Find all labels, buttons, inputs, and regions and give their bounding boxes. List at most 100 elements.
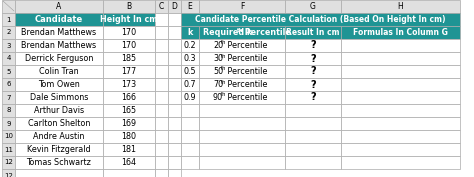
- Text: 50: 50: [213, 67, 223, 76]
- Bar: [155, 143, 168, 156]
- Bar: [168, 78, 181, 91]
- Text: Formulas In Column G: Formulas In Column G: [353, 28, 448, 37]
- Bar: [103, 91, 155, 104]
- Text: 180: 180: [121, 132, 137, 141]
- Bar: [341, 26, 460, 39]
- Text: th: th: [220, 79, 226, 84]
- Text: 90: 90: [213, 93, 223, 102]
- Bar: [103, 169, 155, 177]
- Bar: [199, 78, 285, 91]
- Bar: [15, 65, 103, 78]
- Text: F: F: [240, 2, 244, 11]
- Bar: [341, 117, 460, 130]
- Text: th: th: [220, 93, 226, 98]
- Bar: [181, 52, 199, 65]
- Text: 6: 6: [6, 81, 11, 87]
- Text: Percentile: Percentile: [225, 41, 267, 50]
- Bar: [103, 78, 155, 91]
- Bar: [155, 13, 168, 26]
- Bar: [15, 0, 103, 13]
- Bar: [103, 52, 155, 65]
- Bar: [285, 156, 341, 169]
- Bar: [199, 91, 285, 104]
- Bar: [168, 13, 181, 26]
- Text: C: C: [159, 2, 164, 11]
- Text: Required k: Required k: [203, 28, 252, 37]
- Bar: [2, 13, 15, 26]
- Text: E: E: [188, 2, 192, 11]
- Bar: [168, 104, 181, 117]
- Text: 30: 30: [213, 54, 223, 63]
- Bar: [199, 52, 285, 65]
- Text: 12: 12: [4, 173, 13, 177]
- Bar: [103, 143, 155, 156]
- Bar: [168, 143, 181, 156]
- Bar: [181, 0, 199, 13]
- Text: 8: 8: [6, 107, 11, 113]
- Bar: [15, 26, 103, 39]
- Bar: [15, 156, 103, 169]
- Bar: [15, 78, 103, 91]
- Bar: [2, 117, 15, 130]
- Text: 4: 4: [6, 56, 11, 61]
- Text: 170: 170: [121, 28, 137, 37]
- Text: ?: ?: [310, 41, 316, 50]
- Text: ?: ?: [310, 79, 316, 90]
- Text: A: A: [56, 2, 62, 11]
- Bar: [155, 117, 168, 130]
- Bar: [2, 156, 15, 169]
- Text: 0.5: 0.5: [184, 67, 197, 76]
- Bar: [341, 0, 460, 13]
- Text: 177: 177: [121, 67, 137, 76]
- Bar: [168, 156, 181, 169]
- Bar: [103, 39, 155, 52]
- Bar: [15, 13, 103, 26]
- Bar: [168, 91, 181, 104]
- Bar: [199, 156, 285, 169]
- Text: G: G: [310, 2, 316, 11]
- Text: 0.3: 0.3: [184, 54, 197, 63]
- Bar: [15, 143, 103, 156]
- Text: 10: 10: [4, 133, 13, 139]
- Text: th: th: [237, 27, 244, 33]
- Bar: [181, 117, 199, 130]
- Bar: [181, 143, 199, 156]
- Text: th: th: [220, 41, 226, 45]
- Text: 166: 166: [121, 93, 137, 102]
- Text: 0.2: 0.2: [184, 41, 197, 50]
- Bar: [341, 39, 460, 52]
- Text: 165: 165: [121, 106, 137, 115]
- Text: Percentile: Percentile: [225, 93, 267, 102]
- Bar: [181, 91, 199, 104]
- Bar: [15, 117, 103, 130]
- Bar: [285, 0, 341, 13]
- Bar: [199, 26, 285, 39]
- Text: 7: 7: [6, 95, 11, 101]
- Text: 9: 9: [6, 121, 11, 127]
- Bar: [341, 78, 460, 91]
- Bar: [15, 39, 103, 52]
- Text: k: k: [187, 28, 193, 37]
- Text: ?: ?: [310, 67, 316, 76]
- Text: Percentile: Percentile: [225, 80, 267, 89]
- Text: 181: 181: [121, 145, 137, 154]
- Text: 185: 185: [121, 54, 137, 63]
- Text: 2: 2: [6, 30, 11, 36]
- Bar: [155, 52, 168, 65]
- Text: Tomas Schwartz: Tomas Schwartz: [27, 158, 91, 167]
- Bar: [199, 65, 285, 78]
- Text: 1: 1: [6, 16, 11, 22]
- Text: 70: 70: [213, 80, 223, 89]
- Bar: [341, 143, 460, 156]
- Bar: [15, 104, 103, 117]
- Bar: [15, 130, 103, 143]
- Bar: [199, 39, 285, 52]
- Bar: [285, 52, 341, 65]
- Bar: [103, 0, 155, 13]
- Bar: [155, 39, 168, 52]
- Text: Arthur Davis: Arthur Davis: [34, 106, 84, 115]
- Text: Kevin Fitzgerald: Kevin Fitzgerald: [27, 145, 91, 154]
- Bar: [285, 117, 341, 130]
- Bar: [103, 117, 155, 130]
- Bar: [168, 52, 181, 65]
